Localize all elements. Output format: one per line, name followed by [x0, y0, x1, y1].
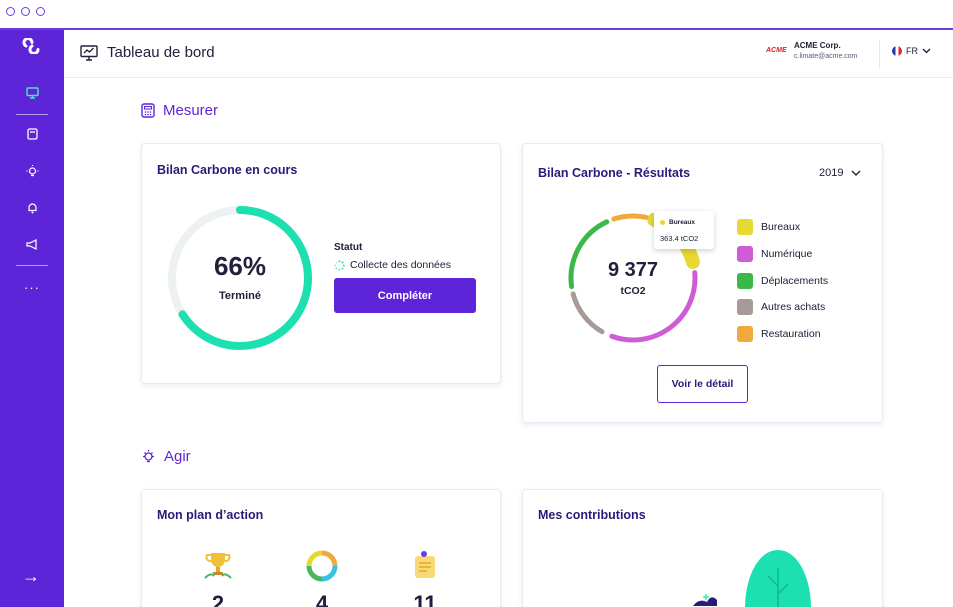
page-title: Tableau de bord: [107, 44, 215, 61]
lightbulb-icon: [143, 450, 154, 463]
view-details-button[interactable]: Voir le détail: [657, 365, 748, 403]
legend-label: Bureaux: [761, 221, 801, 234]
monitor-icon: [25, 87, 39, 99]
card-bilan-resultats: Bilan Carbone - Résultats 2019 9 377 tCO…: [522, 143, 883, 423]
sidebar-item-dashboard[interactable]: [24, 85, 40, 101]
france-flag-icon: [892, 46, 902, 56]
section-mesurer: Mesurer: [141, 102, 218, 119]
legend-swatch: [737, 219, 753, 236]
donut-segment-1[interactable]: [609, 270, 698, 343]
scroll-icon: [415, 551, 435, 578]
sidebar-item-notifications[interactable]: [24, 200, 40, 216]
chevron-down-icon: [922, 48, 931, 54]
card-title: Bilan Carbone en cours: [157, 163, 298, 177]
year-selector[interactable]: 2019: [819, 167, 861, 179]
company-email: c.limate@acme.com: [794, 53, 858, 60]
legend-item[interactable]: Autres achats: [737, 294, 828, 321]
sidebar: ··· →: [0, 30, 64, 607]
chevron-down-icon: [851, 170, 861, 176]
statut-label: Statut: [334, 242, 363, 253]
window-close-dot[interactable]: [6, 7, 15, 16]
dashboard-monitor-icon: [80, 45, 98, 61]
spinner-icon: [334, 259, 345, 271]
megaphone-icon: [25, 238, 37, 250]
card-title: Mon plan d’action: [157, 508, 264, 522]
statut-value: Collecte des données: [334, 259, 451, 271]
legend-item[interactable]: Numérique: [737, 241, 828, 268]
sidebar-divider: [16, 265, 48, 266]
legend-swatch: [737, 246, 753, 263]
calculator-icon: [141, 103, 155, 118]
legend-swatch: [737, 272, 753, 289]
legend-label: Autres achats: [761, 301, 826, 314]
legend-label: Restauration: [761, 328, 821, 341]
language-label: FR: [906, 46, 918, 56]
window-maximize-dot[interactable]: [36, 7, 45, 16]
donut-total: 9 377: [607, 259, 659, 281]
kpi-value: 2: [211, 591, 225, 607]
complete-button[interactable]: Compléter: [334, 278, 476, 313]
card-plan-action: Mon plan d’action 2 4: [141, 489, 501, 607]
ring-icon: [306, 550, 338, 582]
window-controls: [6, 7, 45, 16]
calculator-icon: [26, 128, 38, 140]
tree-illustration: [693, 550, 811, 607]
window-minimize-dot[interactable]: [21, 7, 30, 16]
section-title-mesurer: Mesurer: [163, 102, 219, 119]
legend-item[interactable]: Restauration: [737, 321, 828, 348]
lightbulb-icon: [26, 164, 38, 176]
sidebar-divider: [16, 114, 48, 115]
card-title: Mes contributions: [538, 508, 646, 522]
sidebar-item-measure[interactable]: [24, 126, 40, 142]
progress-gauge: [168, 206, 312, 350]
kpi-value: 11: [413, 591, 437, 607]
results-legend: Bureaux Numérique Déplacements Autres achat…: [737, 214, 828, 347]
card-contributions: Mes contributions: [522, 489, 883, 607]
bell-icon: [27, 203, 37, 214]
donut-segment-2[interactable]: [568, 219, 610, 290]
tooltip-value: 363.4 tCO2: [660, 234, 699, 243]
kpi-scroll[interactable]: 11: [395, 550, 455, 607]
kpi-value: 4: [315, 591, 329, 607]
section-agir: Agir: [141, 448, 191, 465]
card-bilan-en-cours: Bilan Carbone en cours 66% Terminé Statu…: [141, 143, 501, 384]
tooltip-name-text: Bureaux: [669, 219, 696, 226]
card-title: Bilan Carbone - Résultats: [538, 166, 691, 180]
statut-value-text: Collecte des données: [350, 259, 451, 271]
section-title-agir: Agir: [164, 448, 191, 465]
sidebar-expand-icon[interactable]: →: [22, 566, 40, 586]
header-divider: [879, 40, 880, 68]
donut-tooltip: Bureaux 363.4 tCO2: [654, 211, 714, 249]
kpi-trophy[interactable]: 2: [188, 550, 248, 607]
sidebar-item-communicate[interactable]: [24, 236, 40, 252]
kpi-ring[interactable]: 4: [292, 550, 352, 607]
legend-swatch: [737, 299, 753, 316]
sidebar-more-icon[interactable]: ···: [24, 280, 40, 295]
donut-segment-3[interactable]: [570, 291, 605, 335]
company-logo: ACME: [766, 47, 787, 54]
progress-status-label: Terminé: [219, 290, 261, 302]
company-name[interactable]: ACME Corp.: [794, 41, 841, 50]
tooltip-name: Bureaux: [660, 219, 695, 226]
legend-item[interactable]: Bureaux: [737, 214, 828, 241]
app-logo-icon[interactable]: [22, 38, 42, 54]
tooltip-dot: [660, 220, 665, 225]
legend-item[interactable]: Déplacements: [737, 267, 828, 294]
donut-unit: tCO2: [620, 285, 646, 297]
legend-label: Numérique: [761, 248, 813, 261]
legend-label: Déplacements: [761, 274, 829, 287]
donut-segment-4[interactable]: [611, 213, 649, 222]
year-label: 2019: [819, 167, 844, 179]
trophy-icon: [204, 553, 232, 579]
window-titlebar: [0, 0, 953, 30]
top-header: Tableau de bord ACME ACME Corp. c.limate…: [64, 30, 953, 78]
legend-swatch: [737, 326, 753, 343]
progress-percent: 66%: [213, 251, 267, 281]
language-selector[interactable]: FR: [892, 46, 931, 56]
progress-gauge-arc: [168, 206, 312, 350]
sidebar-item-act[interactable]: [24, 163, 40, 179]
